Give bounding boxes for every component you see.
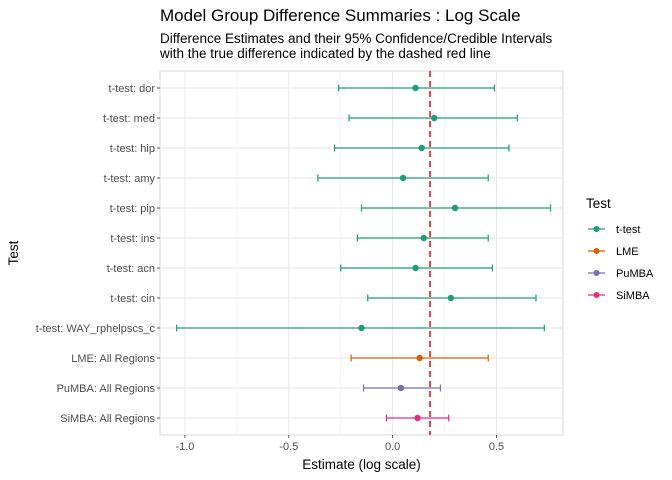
y-tick-label: t-test: WAY_rphelpscs_c <box>36 323 156 335</box>
estimate-row <box>348 114 518 122</box>
plot-panel <box>159 70 564 436</box>
legend-label: LME <box>616 246 639 258</box>
y-tick-label: t-test: pip <box>110 203 155 215</box>
chart-subtitle-line-1: Difference Estimates and their 95% Confi… <box>160 31 552 46</box>
legend-label: t-test <box>616 224 640 236</box>
y-tick-label: LME: All Regions <box>71 353 155 365</box>
legend-key-point <box>593 270 600 276</box>
estimate-row <box>385 414 450 422</box>
estimate-point <box>418 144 425 152</box>
estimate-point <box>420 234 428 242</box>
estimate-point <box>451 204 459 212</box>
estimate-point <box>412 84 419 92</box>
estimate-point <box>416 354 423 362</box>
legend-key-point <box>593 292 600 298</box>
estimate-row <box>333 144 510 152</box>
estimate-point <box>399 174 407 182</box>
legend-entries: t-test LME PuMBA SiMBA <box>588 224 654 302</box>
y-axis-title: Test <box>6 240 21 265</box>
chart-subtitle-line-2: with the true difference indicated by th… <box>159 46 491 61</box>
estimate-row <box>176 324 545 332</box>
estimate-point <box>397 384 405 392</box>
estimate-point <box>447 294 455 302</box>
y-tick-label: t-test: amy <box>104 173 156 185</box>
y-tick-label: t-test: acn <box>107 263 155 275</box>
y-tick-label: t-test: ins <box>110 233 155 245</box>
y-tick-labels: t-test: dor t-test: med t-test: hip t-test:… <box>36 83 160 425</box>
estimate-point <box>414 414 421 422</box>
legend-key-point <box>593 248 600 254</box>
y-tick-label: t-test: hip <box>110 143 155 155</box>
x-axis-title: Estimate (log scale) <box>302 457 421 472</box>
legend-title: Test <box>586 196 611 211</box>
legend-key-point <box>593 226 600 232</box>
x-tick-label: 0.0 <box>385 441 400 453</box>
estimate-point <box>358 324 365 332</box>
estimate-point <box>412 264 419 272</box>
y-tick-label: t-test: med <box>103 113 155 125</box>
estimate-rows <box>176 84 552 422</box>
legend: Test t-test LME PuMBA SiMBA <box>586 196 654 302</box>
legend-entry: SiMBA <box>588 290 650 302</box>
estimate-row <box>338 84 496 92</box>
x-tick-label: -0.5 <box>279 441 298 453</box>
legend-entry: LME <box>588 246 639 258</box>
x-tick-label: -1.0 <box>175 441 194 453</box>
estimate-row <box>362 384 442 392</box>
estimate-row <box>340 264 493 272</box>
x-tick-labels: -1.0 -0.5 0.0 0.5 <box>175 435 504 453</box>
estimate-row <box>350 354 489 362</box>
estimate-row <box>360 204 552 212</box>
y-tick-label: SiMBA: All Regions <box>60 413 155 425</box>
y-tick-label: PuMBA: All Regions <box>57 383 156 395</box>
y-tick-label: t-test: cin <box>110 293 155 305</box>
legend-entry: t-test <box>588 224 640 236</box>
x-tick-label: 0.5 <box>489 441 504 453</box>
y-tick-label: t-test: dor <box>109 83 156 95</box>
estimate-row <box>356 234 489 242</box>
chart-title: Model Group Difference Summaries : Log S… <box>160 6 521 25</box>
estimate-point <box>431 114 438 122</box>
estimate-row <box>367 294 537 302</box>
legend-label: PuMBA <box>616 268 654 280</box>
legend-entry: PuMBA <box>588 268 654 280</box>
estimate-row <box>317 174 489 182</box>
legend-label: SiMBA <box>616 290 650 302</box>
